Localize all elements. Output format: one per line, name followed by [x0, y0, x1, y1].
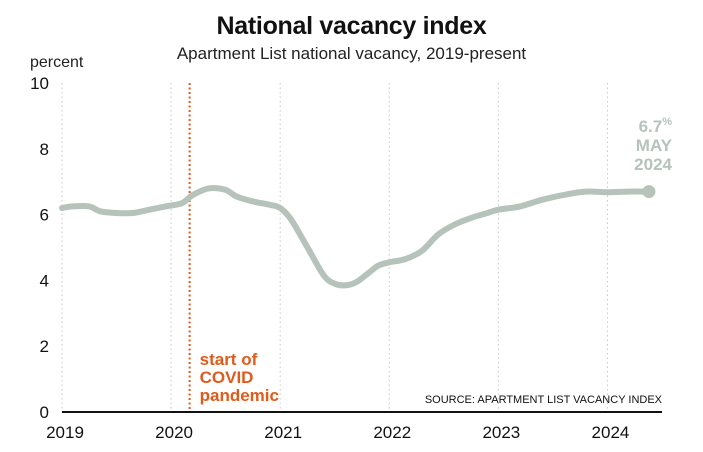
gridlines	[61, 83, 608, 412]
x-tick-label-2022: 2022	[373, 423, 411, 442]
y-tick-label-8: 8	[40, 140, 49, 159]
x-tick-label-2021: 2021	[264, 423, 302, 442]
chart-title: National vacancy index	[216, 12, 487, 40]
y-tick-label-2: 2	[40, 337, 49, 356]
source-note: SOURCE: APARTMENT LIST VACANCY INDEX	[425, 394, 663, 406]
y-tick-label-10: 10	[30, 74, 49, 93]
x-tick-label-2019: 2019	[46, 423, 84, 442]
end-label-value: 6.7%	[639, 116, 673, 136]
covid-label-line-2: pandemic	[200, 386, 279, 405]
series-end-point-0	[642, 185, 656, 199]
y-tick-label-6: 6	[40, 206, 49, 225]
chart-subtitle: Apartment List national vacancy, 2019-pr…	[176, 44, 527, 63]
covid-label-line-0: start of	[200, 350, 258, 369]
y-axis-label: percent	[30, 54, 84, 71]
x-tick-label-2024: 2024	[592, 423, 630, 442]
covid-label-line-1: COVID	[200, 368, 254, 387]
end-label-line-2: 2024	[634, 155, 672, 174]
x-tick-label-2023: 2023	[482, 423, 520, 442]
end-label-line-1: MAY	[636, 136, 673, 155]
axes: 0 2 4 6 8 10 2019 2020 2021 2022 2023 2024	[30, 74, 662, 442]
y-tick-label-4: 4	[40, 271, 49, 290]
y-tick-label-0: 0	[40, 403, 49, 422]
x-tick-label-2020: 2020	[155, 423, 193, 442]
series-lines	[59, 185, 656, 289]
series-line-0	[59, 185, 652, 289]
